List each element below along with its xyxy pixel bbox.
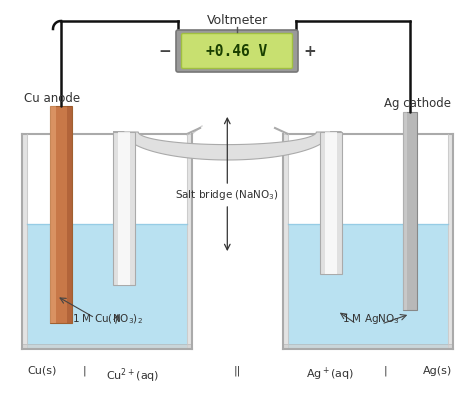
Text: −: −	[158, 44, 171, 59]
Text: Ag$^+$(aq): Ag$^+$(aq)	[307, 365, 355, 382]
Polygon shape	[403, 113, 417, 311]
Text: Cu$^{2+}$(aq): Cu$^{2+}$(aq)	[106, 365, 159, 384]
Text: |: |	[83, 365, 87, 375]
Polygon shape	[113, 133, 135, 285]
Polygon shape	[118, 133, 130, 285]
Polygon shape	[325, 133, 337, 274]
Polygon shape	[319, 133, 342, 274]
Polygon shape	[22, 135, 27, 349]
Polygon shape	[50, 107, 56, 323]
Text: Cu(s): Cu(s)	[27, 365, 57, 375]
Polygon shape	[67, 107, 72, 323]
Polygon shape	[283, 135, 288, 349]
Polygon shape	[187, 135, 192, 349]
FancyBboxPatch shape	[176, 31, 298, 73]
Text: ||: ||	[234, 365, 241, 375]
Text: Ag cathode: Ag cathode	[384, 97, 451, 110]
Polygon shape	[288, 225, 448, 349]
Text: +0.46 V: +0.46 V	[206, 44, 268, 59]
Polygon shape	[113, 133, 342, 161]
Polygon shape	[27, 225, 187, 349]
Text: +: +	[303, 44, 316, 59]
Polygon shape	[22, 344, 192, 349]
Polygon shape	[50, 107, 72, 323]
Text: 1 M Cu(NO$_3$)$_2$: 1 M Cu(NO$_3$)$_2$	[72, 311, 143, 325]
FancyBboxPatch shape	[182, 34, 292, 69]
Text: Cu anode: Cu anode	[24, 92, 80, 105]
Text: Salt bridge (NaNO$_3$): Salt bridge (NaNO$_3$)	[175, 188, 279, 202]
Text: Voltmeter: Voltmeter	[207, 14, 267, 27]
Text: 1 M AgNO$_3$: 1 M AgNO$_3$	[342, 311, 401, 325]
Text: Ag(s): Ag(s)	[423, 365, 453, 375]
Text: |: |	[383, 365, 387, 375]
Polygon shape	[283, 344, 453, 349]
Polygon shape	[403, 113, 407, 311]
Polygon shape	[448, 135, 453, 349]
